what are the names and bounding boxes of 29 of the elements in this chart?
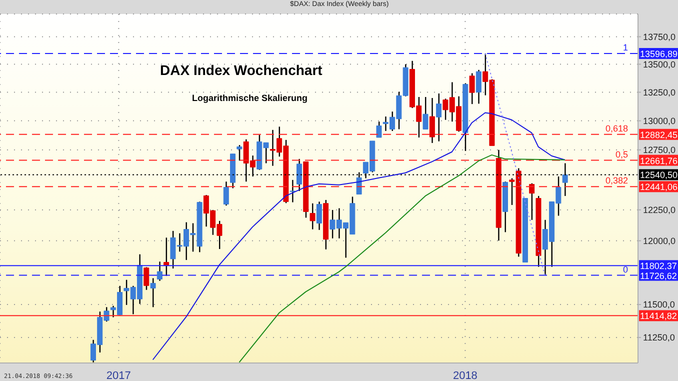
candlestick bbox=[290, 180, 296, 202]
y-tick-label: 12250,0 bbox=[643, 205, 676, 216]
ref-line-label: 12882,45 bbox=[640, 130, 678, 140]
text: Logarithmische Skalierung bbox=[192, 93, 308, 103]
annotation: 0 bbox=[622, 264, 628, 274]
line-series bbox=[152, 112, 566, 360]
line-series bbox=[238, 154, 566, 363]
x-tick-label: 2017 bbox=[106, 370, 131, 381]
y-tick-label: 11500,0 bbox=[643, 300, 675, 310]
annotation: 0,5 bbox=[615, 149, 628, 160]
x-tick-label: 2018 bbox=[452, 370, 478, 381]
y-tick-label: 12000,0 bbox=[643, 236, 676, 246]
ref-line-label: 12540,50 bbox=[640, 170, 678, 180]
y-tick-label: 13000,0 bbox=[643, 116, 676, 126]
y-tick-label: 12750,0 bbox=[643, 145, 676, 156]
text: DAX Index Wochenchart bbox=[160, 62, 322, 78]
ref-line-label: 12441,06 bbox=[640, 182, 678, 192]
y-tick-label: 11250,0 bbox=[643, 332, 675, 343]
ref-line-label: 11802,37 bbox=[640, 261, 677, 272]
annotation: 0,382 bbox=[605, 176, 628, 186]
y-tick-label: 13500,0 bbox=[643, 59, 676, 70]
ref-line-label: 13596,89 bbox=[640, 49, 678, 59]
y-tick-label: 13750,0 bbox=[643, 32, 676, 42]
annotation: 0,618 bbox=[605, 123, 628, 134]
annotation: 1 bbox=[622, 42, 628, 52]
ref-line-label: 11726,62 bbox=[640, 270, 677, 281]
y-tick-label: 13250,0 bbox=[643, 87, 676, 98]
ref-line-label: 12661,76 bbox=[640, 156, 678, 166]
ref-line-label: 11414,82 bbox=[640, 311, 677, 322]
